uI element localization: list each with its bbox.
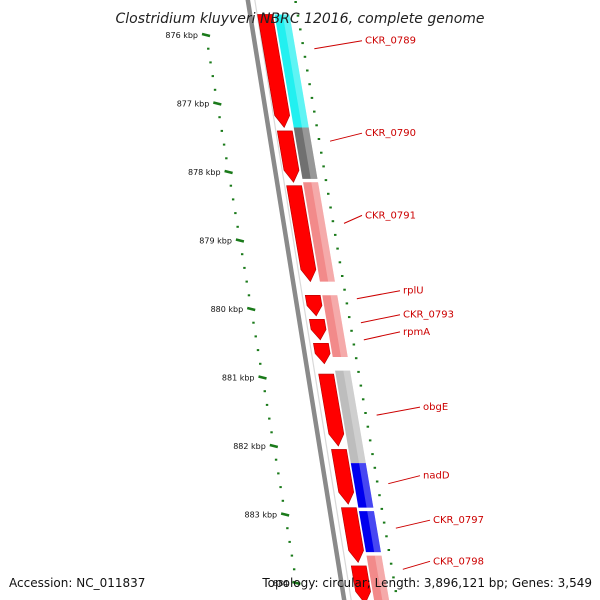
tick-label: 882 kbp [233,442,266,451]
forward-gene-arrow [318,373,345,447]
tick-label: 880 kbp [211,305,244,314]
major-tick [224,169,233,175]
major-tick [292,580,301,586]
reverse-gene-highlight [343,370,366,464]
gene-label: rplU [403,286,424,297]
accession-text: Accession: NC_011837 [9,576,145,590]
tick-label: 879 kbp [199,237,232,246]
major-tick [246,306,256,312]
forward-gene-arrow [313,342,331,365]
genome-backbone [245,0,352,600]
major-tick [201,32,211,38]
gene-leader-line [363,331,401,341]
reverse-gene-highlight [282,14,309,128]
reverse-gene-bar [335,370,366,464]
backbone-line [245,0,347,600]
gene-leader-line [356,290,401,300]
gene-leader-line [314,40,363,50]
gene-leader-line [343,214,363,224]
major-tick [280,512,290,517]
gene-label: CKR_0789 [365,36,416,47]
reverse-gene-highlight [374,555,390,600]
gene-label: rpmA [403,327,430,338]
forward-gene-arrow [331,449,355,505]
forward-gene-arrow [350,565,371,600]
reverse-gene-bar [322,295,348,357]
reverse-strand-genes [274,14,390,600]
axis-ticks: 876 kbp 877 kbp 878 kbp 879 kbp 880 kbp 881 k… [165,1,398,593]
reverse-gene-bar [303,182,335,282]
gene-label: obgE [423,402,448,413]
gene-label: nadD [423,471,450,482]
gene-leader-line [360,314,401,324]
major-tick [235,238,245,243]
gene-label: CKR_0798 [433,556,484,567]
forward-gene-arrow [340,507,364,564]
forward-gene-arrow [276,130,300,183]
tick-label: 884 [273,579,288,588]
reverse-gene-highlight [311,182,335,282]
reverse-gene-highlight [330,295,348,357]
forward-gene-arrow [257,14,290,129]
gene-leader-line [329,132,363,142]
reverse-gene-highlight [301,127,318,179]
gene-label: CKR_0797 [433,515,484,526]
reverse-gene-bar [274,14,309,128]
gene-leader-line [402,560,431,570]
reverse-gene-bar [358,511,381,553]
reverse-gene-bar [350,463,374,508]
forward-strand-genes [257,14,371,600]
tick-label: 881 kbp [222,374,255,383]
major-tick [212,101,222,106]
gene-leader-line [395,519,431,529]
gene-leader-line [388,475,421,485]
reverse-gene-bar [366,555,390,600]
reverse-gene-highlight [367,511,381,553]
major-tick [269,443,279,449]
major-tick [258,375,267,380]
genome-summary-text: Topology: circular; Length: 3,896,121 bp… [261,576,592,590]
tick-label: 876 kbp [165,31,198,40]
backbone-shadow [254,0,352,600]
forward-gene-arrow [304,294,323,317]
gene-label: CKR_0791 [365,210,416,221]
tick-label: 878 kbp [188,168,221,177]
gene-label: CKR_0790 [365,128,416,139]
tick-label: 877 kbp [177,100,210,109]
gene-leader-line [376,406,421,416]
page-title: Clostridium kluyveri NBRC 12016, complet… [115,11,484,27]
gene-labels: CKR_0789 CKR_0790 CKR_0791 rplU CKR_0793 rpmA… [314,36,484,570]
reverse-gene-highlight [359,463,374,508]
gene-label: CKR_0793 [403,310,454,321]
tick-label: 883 kbp [245,511,278,520]
reverse-gene-bar [293,127,318,179]
forward-gene-arrow [286,185,317,283]
forward-gene-arrow [308,318,327,341]
